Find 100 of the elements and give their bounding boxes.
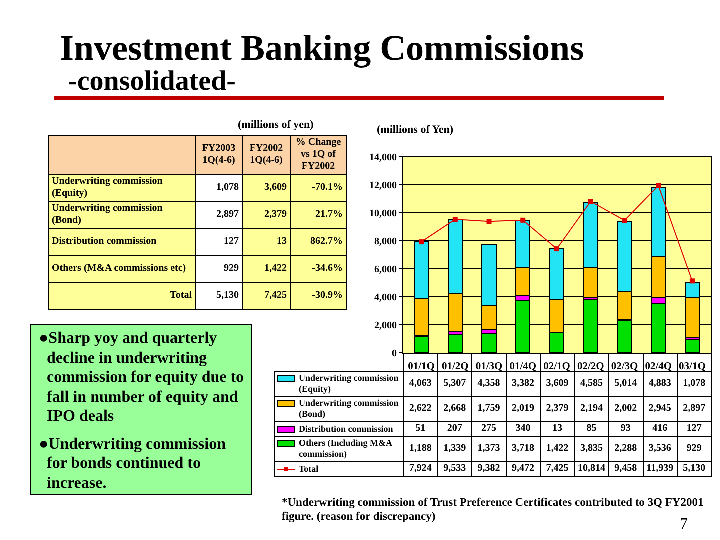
legend-label: Others (Including M&A commission): [299, 438, 394, 460]
text: 3,609: [264, 182, 287, 193]
y-tick-label: 8,000: [374, 236, 397, 248]
data-label: 7,425: [540, 462, 575, 476]
data-label: 9,382: [472, 462, 506, 476]
text: 1,422: [264, 263, 287, 274]
text: 929: [224, 263, 239, 274]
category-label: Others (M&A commissions etc): [52, 263, 186, 274]
category-label: FY2003 1Q(4-6): [196, 136, 242, 174]
data-label: 2,019: [506, 396, 540, 422]
data-label: 2,288: [608, 436, 644, 462]
x-tick-label: 02/2Q: [577, 362, 604, 373]
text: ●Sharp yoy and quarterly decline in underwriting commission for equity due to fall in number of equity and IPO deals: [39, 329, 246, 426]
text: 5,130: [216, 290, 239, 301]
data-label: 5,130: [677, 462, 712, 476]
data-label: 9,533: [438, 462, 472, 476]
point: [520, 218, 526, 223]
data-label: 3,835: [574, 436, 609, 462]
category-label: Total: [170, 290, 192, 301]
legend-label: Total: [299, 464, 319, 474]
data-label: 4,585: [574, 372, 609, 396]
point: [419, 240, 424, 245]
data-label: 275: [472, 422, 506, 436]
data-label: 9,458: [608, 462, 644, 476]
category-label: Distribution commission: [52, 236, 157, 247]
data-label: 2,668: [438, 396, 472, 422]
data-label: 5,307: [438, 372, 472, 396]
data-label: 13: [540, 422, 575, 436]
data-label: 3,536: [643, 436, 678, 462]
x-tick-label: 03/1Q: [679, 362, 706, 373]
data-label: 1,078: [677, 372, 712, 396]
x-tick-label: 01/3Q: [476, 362, 503, 373]
legend-label: Underwriting commission (Equity): [299, 373, 400, 395]
category-label: FY2002 1Q(4-6): [242, 136, 290, 174]
y-tick-label: 12,000: [370, 180, 397, 192]
point: [656, 183, 662, 188]
text: 1,078: [216, 182, 239, 193]
text: ●Underwriting commission for bonds continued to increase.: [39, 434, 227, 493]
point: [588, 199, 594, 204]
point: [690, 278, 695, 284]
data-label: 9,472: [506, 462, 540, 476]
point: [554, 246, 560, 252]
y-tick-label: 0: [392, 348, 397, 360]
text: 127: [224, 236, 239, 247]
y-tick-label: 14,000: [370, 152, 397, 164]
data-label: 1,373: [472, 436, 506, 462]
data-label: 93: [608, 422, 644, 436]
y-tick-label: 10,000: [370, 208, 397, 220]
text: 7,425: [264, 290, 287, 301]
y-tick-label: 4,000: [374, 292, 397, 304]
category-label: % Change vs 1Q of FY2002: [290, 136, 346, 174]
point: [622, 218, 628, 224]
data-label: 4,883: [643, 372, 678, 396]
data-label: 127: [677, 422, 712, 436]
text: -34.6%: [312, 263, 343, 274]
point: [452, 217, 458, 222]
y-tick-label: 6,000: [374, 264, 397, 276]
data-label: 85: [574, 422, 609, 436]
data-label: 51: [404, 422, 438, 436]
legend-label: Underwriting commission (Bond): [299, 398, 400, 420]
text: 2,379: [264, 209, 287, 220]
data-label: 1,422: [540, 436, 575, 462]
data-label: 416: [643, 422, 678, 436]
text: 21.7%: [316, 209, 343, 220]
data-label: 2,194: [574, 396, 609, 422]
data-label: 1,188: [404, 436, 438, 462]
data-label: 2,897: [677, 396, 712, 422]
data-label: 11,939: [643, 462, 678, 476]
data-label: 207: [438, 422, 472, 436]
category-label: Underwriting commission (Bond): [52, 203, 163, 226]
data-label: 1,339: [438, 436, 472, 462]
data-label: 929: [677, 436, 712, 462]
text: (millions of yen): [238, 119, 314, 132]
text: -30.9%: [312, 290, 343, 301]
legend-label: Distribution commission: [299, 424, 394, 434]
data-label: 2,622: [404, 396, 438, 422]
x-tick-label: 02/4Q: [645, 362, 672, 373]
data-label: 5,014: [608, 372, 644, 396]
category-label: Underwriting commission (Equity): [52, 176, 163, 199]
x-tick-label: 01/2Q: [442, 362, 469, 373]
data-label: 3,382: [506, 372, 540, 396]
data-label: 4,358: [472, 372, 506, 396]
point: [486, 219, 492, 224]
data-label: 2,379: [540, 396, 575, 422]
y-tick-label: 2,000: [374, 320, 397, 332]
data-label: 1,759: [472, 396, 506, 422]
data-label: 10,814: [574, 462, 609, 476]
x-tick-label: 02/1Q: [544, 362, 570, 373]
text: 13: [277, 236, 287, 247]
data-label: 3,609: [540, 372, 575, 396]
x-tick-label: 01/4Q: [510, 362, 537, 373]
text: -consolidated-: [68, 66, 236, 97]
y-axis-title: (millions of Yen): [377, 124, 454, 136]
text: 862.7%: [310, 236, 343, 247]
data-label: 4,063: [404, 372, 438, 396]
data-label: 3,718: [506, 436, 540, 462]
data-label: 7,924: [404, 462, 438, 476]
data-label: 2,945: [643, 396, 678, 422]
x-tick-label: 02/3Q: [611, 362, 638, 373]
data-label: 2,002: [608, 396, 644, 422]
